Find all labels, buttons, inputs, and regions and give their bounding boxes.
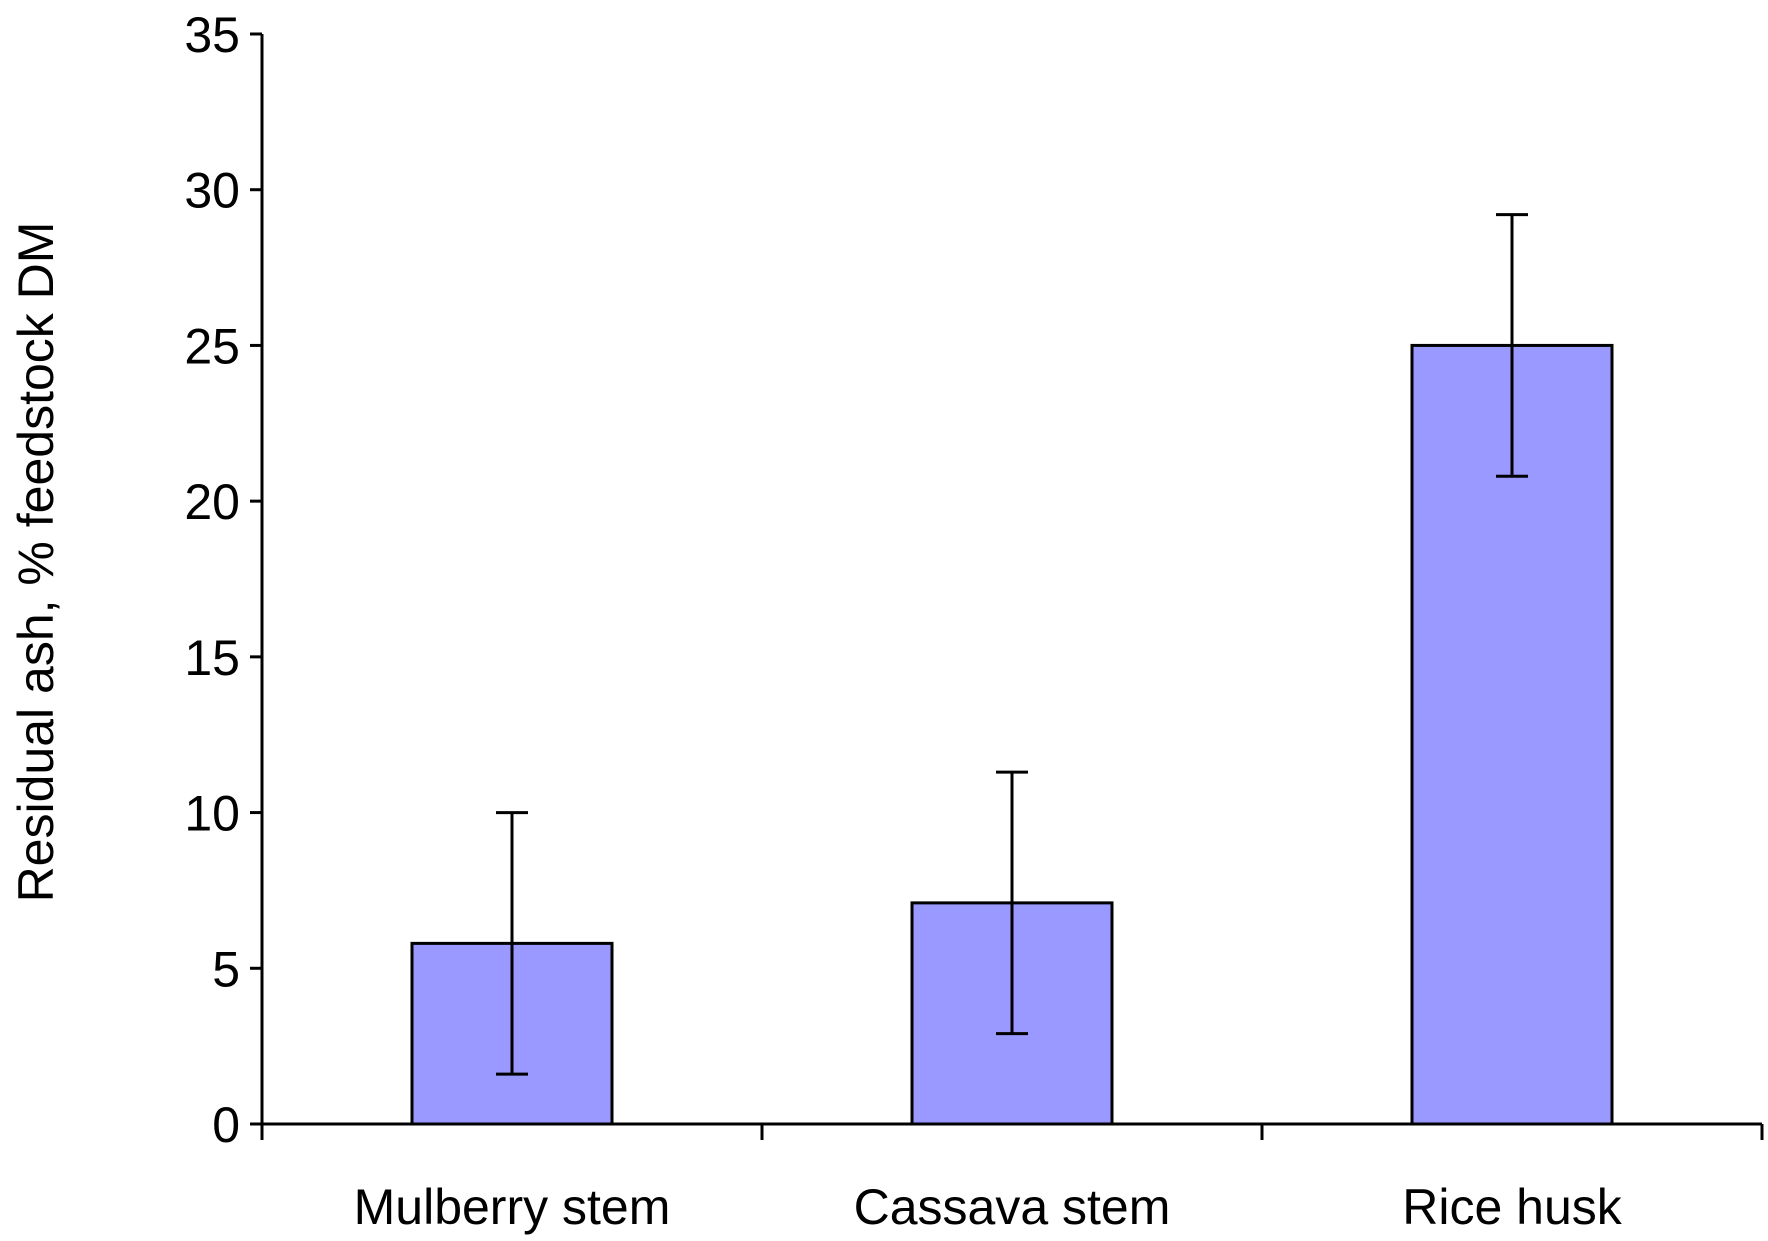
y-axis-title: Residual ash, % feedstock DM (8, 222, 64, 903)
y-tick-label: 15 (184, 630, 240, 686)
y-tick-label: 20 (184, 474, 240, 530)
x-category-label: Rice husk (1402, 1179, 1623, 1235)
y-tick-label: 10 (184, 786, 240, 842)
x-category-label: Mulberry stem (354, 1179, 671, 1235)
y-tick-label: 30 (184, 163, 240, 219)
plot-area (410, 213, 1614, 1126)
x-axis: Mulberry stem Cassava stem Rice husk (260, 1122, 1764, 1235)
y-tick-label: 25 (184, 318, 240, 374)
y-tick-label: 35 (184, 7, 240, 63)
y-tick-label: 5 (212, 941, 240, 997)
y-axis: 0 5 10 15 20 25 30 35 (184, 7, 264, 1153)
y-tick-label: 0 (212, 1097, 240, 1153)
x-category-label: Cassava stem (854, 1179, 1171, 1235)
